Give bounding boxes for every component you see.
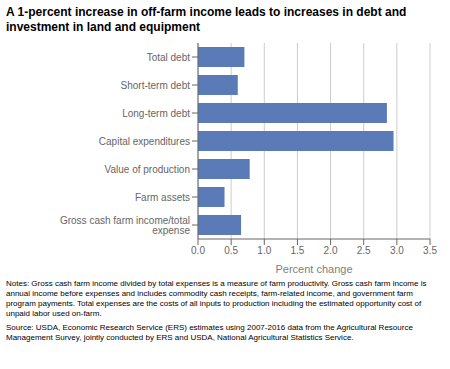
svg-text:Percent change: Percent change <box>275 263 352 275</box>
svg-text:0.5: 0.5 <box>224 245 238 256</box>
svg-text:Gross cash farm income/totalex: Gross cash farm income/totalexpense <box>60 215 190 236</box>
svg-text:3.5: 3.5 <box>423 245 437 256</box>
svg-text:0.0: 0.0 <box>191 245 205 256</box>
html-text:Notes: Gross cash farm income: Notes: Gross cash farm income divided by… <box>6 279 427 318</box>
svg-text:Long-term debt: Long-term debt <box>122 108 190 119</box>
svg-text:Short-term debt: Short-term debt <box>121 80 191 91</box>
svg-text:2.0: 2.0 <box>324 245 338 256</box>
svg-text:Value of production: Value of production <box>105 164 190 175</box>
svg-text:Farm assets: Farm assets <box>135 192 190 203</box>
html-text:A 1-percent increase in off-fa: A 1-percent increase in off-farm income … <box>6 5 407 34</box>
svg-text:Capital expenditures: Capital expenditures <box>99 136 190 147</box>
svg-text:2.5: 2.5 <box>357 245 371 256</box>
svg-text:1.5: 1.5 <box>290 245 304 256</box>
svg-text:Total debt: Total debt <box>147 52 191 63</box>
html-text:Source: USDA, Economic Researc: Source: USDA, Economic Research Service … <box>6 323 413 342</box>
svg-text:3.0: 3.0 <box>390 245 404 256</box>
svg-text:1.0: 1.0 <box>257 245 271 256</box>
